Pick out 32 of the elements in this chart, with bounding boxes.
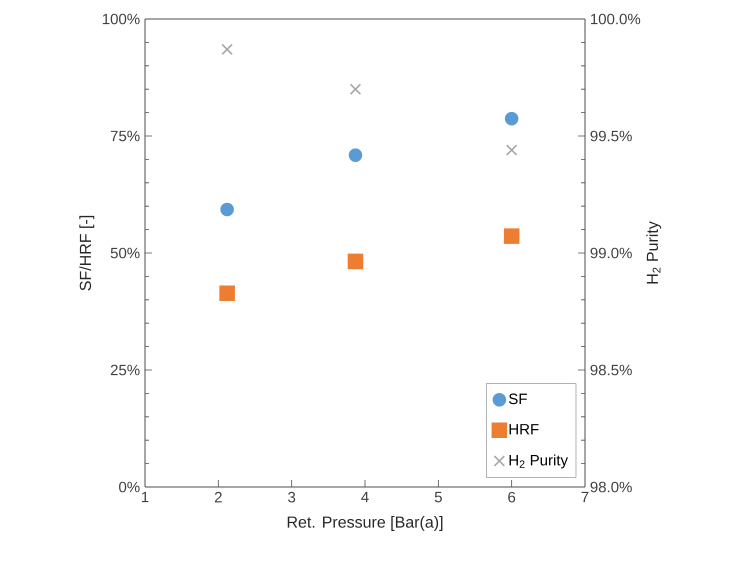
x-tick-label: 2 [214,492,222,502]
y2-tick-label: 99.0% [590,248,632,258]
x-tick-label: 6 [508,492,516,502]
point [348,254,364,270]
point [348,148,362,162]
y2-tick-label: 98.0% [590,482,632,492]
y2-tick-label: 100.0% [591,14,640,24]
y2-tick-label: 98.5% [590,364,632,376]
y-axis-title: SF/HRF [-] [79,216,94,290]
point [220,202,234,216]
y-tick-label: 0% [119,482,140,492]
x-tick-label: 7 [582,492,588,502]
x-tick-label: 3 [288,492,296,502]
legend-label: SF [509,394,527,404]
point [506,144,518,156]
x-axis-title: Ret. Pressure [Bar(a)] [288,516,442,531]
y-tick-label: 75% [110,130,140,142]
y-tick-label: 100% [102,14,140,24]
point [219,285,235,302]
point [350,83,362,95]
y-tick-label: 50% [110,248,140,258]
point [221,44,233,56]
legend-label: HRF [510,424,539,434]
x-tick-label: 4 [361,492,369,502]
point [504,112,518,126]
y2-tick-label: 99.5% [590,130,632,142]
point [504,228,520,244]
x-tick-label: 5 [434,492,442,502]
legend-label: H$_{2}$ Purity [510,454,568,468]
y2-axis-title: H$_{2}$ Purity [646,221,662,284]
y-tick-label: 25% [110,364,140,376]
x-tick-label: 1 [142,492,148,502]
